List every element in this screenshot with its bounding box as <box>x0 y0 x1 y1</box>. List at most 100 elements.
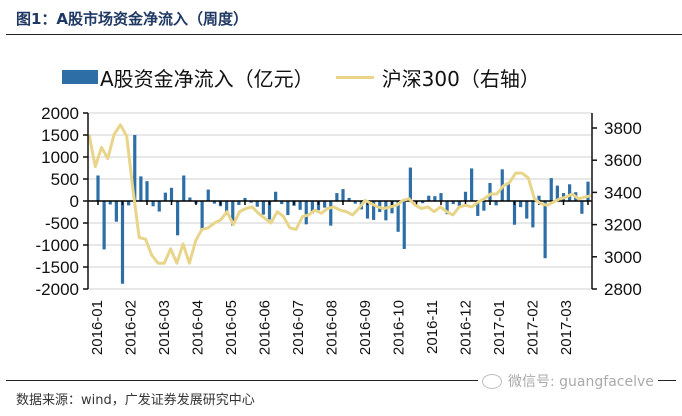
right-tick-labels: 3800 3600 3400 3200 3000 2800 <box>604 119 642 299</box>
bar <box>310 201 314 214</box>
bar <box>304 201 308 225</box>
bar <box>476 201 480 216</box>
x-tick-label: 2016-06 <box>257 300 274 355</box>
line-series <box>87 123 592 265</box>
bar <box>402 201 406 249</box>
axes <box>83 112 597 290</box>
bar <box>243 197 247 201</box>
right-tick-label: 3000 <box>604 248 642 267</box>
x-tick-label: 2017-02 <box>525 300 542 355</box>
bar <box>347 197 351 201</box>
bar <box>439 193 443 201</box>
x-tick-label: 2016-03 <box>156 300 173 355</box>
bar <box>482 201 486 211</box>
right-tick-label: 3200 <box>604 216 642 235</box>
x-tick-label: 2016-10 <box>391 300 408 355</box>
bar <box>433 196 437 201</box>
bar <box>531 201 535 228</box>
bar <box>139 176 143 201</box>
legend-bar-swatch <box>62 70 98 84</box>
hs300-line <box>87 123 592 265</box>
bar <box>512 201 517 225</box>
bar <box>145 181 149 201</box>
x-tick-label: 2017-03 <box>558 300 575 355</box>
gridlines <box>88 112 592 290</box>
bar <box>188 197 192 201</box>
watermark-text: 微信号: guangfacelve <box>508 374 654 390</box>
bar <box>231 201 235 226</box>
bar <box>108 201 112 205</box>
bar <box>396 201 400 232</box>
bar <box>151 201 155 207</box>
bar <box>549 178 553 201</box>
x-tick-label: 2016-04 <box>190 300 207 355</box>
bar <box>353 201 357 204</box>
bar <box>421 201 425 204</box>
bar <box>335 193 339 201</box>
x-tick-labels: 2016-01 2016-02 2016-03 2016-04 2016-05 2016-… <box>89 300 575 355</box>
chart-legend: A股资金净流入（亿元） 沪深300（右轴） <box>62 64 540 91</box>
bar <box>525 201 529 219</box>
left-tick-label: -1000 <box>36 236 79 255</box>
left-tick-labels: 2000 1500 1000 500 0 -500 -1000 -1500 -2000 <box>36 104 79 299</box>
right-tick-label: 3400 <box>604 183 642 202</box>
left-tick-label: 1000 <box>41 148 79 167</box>
bar <box>586 181 590 201</box>
left-tick-label: 1500 <box>41 126 79 145</box>
bar <box>114 201 118 222</box>
bar <box>102 201 106 250</box>
x-tick-label: 2016-05 <box>223 300 240 355</box>
x-tick-label: 2016-12 <box>458 300 475 355</box>
bar <box>341 189 345 201</box>
legend-line-label: 沪深300（右轴） <box>381 66 540 91</box>
data-source: 数据来源：wind，广发证券发展研究中心 <box>16 393 255 408</box>
left-tick-label: -1500 <box>36 258 79 277</box>
bar <box>206 189 210 201</box>
x-tick-label: 2016-08 <box>324 300 341 355</box>
x-tick-label: 2016-02 <box>123 300 140 355</box>
bar <box>286 201 290 216</box>
bar <box>488 182 492 201</box>
bar <box>120 201 125 284</box>
figure-title: 图1：A股市场资金净流入（周度） <box>16 10 249 28</box>
bar <box>543 201 547 259</box>
legend-line-swatch <box>335 75 374 79</box>
left-tick-label: -500 <box>45 214 79 233</box>
bar <box>537 195 541 201</box>
bar <box>176 201 180 236</box>
bar <box>133 135 137 201</box>
bar <box>451 201 455 205</box>
bar <box>163 192 167 201</box>
bar <box>555 185 559 201</box>
left-tick-label: 2000 <box>41 104 79 123</box>
x-tick-label: 2016-09 <box>357 300 374 355</box>
footer-divider <box>6 380 676 381</box>
bar <box>157 201 161 212</box>
bar <box>249 201 253 203</box>
right-tick-label: 3800 <box>604 119 642 138</box>
title-divider <box>6 34 682 35</box>
bar <box>274 191 278 201</box>
x-tick-label: 2016-01 <box>89 300 106 355</box>
bar <box>255 201 259 207</box>
right-tick-label: 3600 <box>604 151 642 170</box>
bar <box>384 201 388 221</box>
left-tick-label: 500 <box>51 170 79 189</box>
bar <box>463 191 468 201</box>
bar <box>494 201 498 206</box>
left-tick-label: 0 <box>70 192 79 211</box>
wechat-icon <box>482 373 502 389</box>
bar <box>169 187 174 201</box>
bar <box>127 201 131 206</box>
bar <box>267 201 272 220</box>
bar <box>280 201 284 205</box>
right-tick-label: 2800 <box>604 280 642 299</box>
bar <box>457 201 461 209</box>
bar <box>372 201 376 220</box>
bar <box>580 201 584 214</box>
zero-line <box>88 200 592 205</box>
bar <box>519 201 523 208</box>
bar <box>470 168 474 201</box>
bar <box>182 175 186 201</box>
